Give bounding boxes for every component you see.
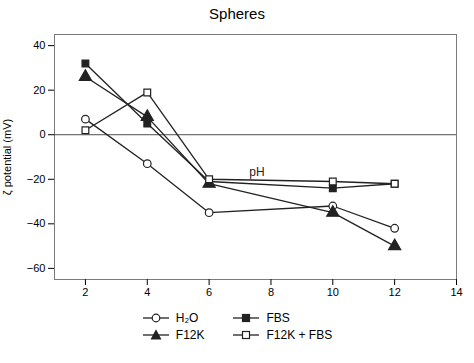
svg-text:10: 10	[327, 286, 339, 298]
svg-text:14: 14	[450, 286, 462, 298]
svg-text:pH: pH	[249, 165, 264, 179]
svg-text:40: 40	[33, 39, 45, 51]
html-text:F12K + FBS: F12K + FBS	[266, 328, 333, 342]
svg-text:0: 0	[39, 128, 45, 140]
svg-text:8: 8	[268, 286, 274, 298]
svg-text:−40: −40	[27, 217, 46, 229]
html-text:FBS: FBS	[266, 311, 290, 325]
svg-text:6: 6	[206, 286, 212, 298]
svg-text:2: 2	[82, 286, 88, 298]
svg-text:4: 4	[144, 286, 150, 298]
svg-text:−20: −20	[27, 173, 46, 185]
svg-text:12: 12	[389, 286, 401, 298]
html-text:Spheres: Spheres	[209, 5, 265, 22]
svg-text:20: 20	[33, 84, 45, 96]
svg-text:−60: −60	[27, 262, 46, 274]
html-text:H₂O: H₂O	[175, 311, 199, 325]
html-text:F12K: F12K	[175, 328, 205, 342]
svg-text:ζ potential (mV): ζ potential (mV)	[1, 119, 13, 195]
